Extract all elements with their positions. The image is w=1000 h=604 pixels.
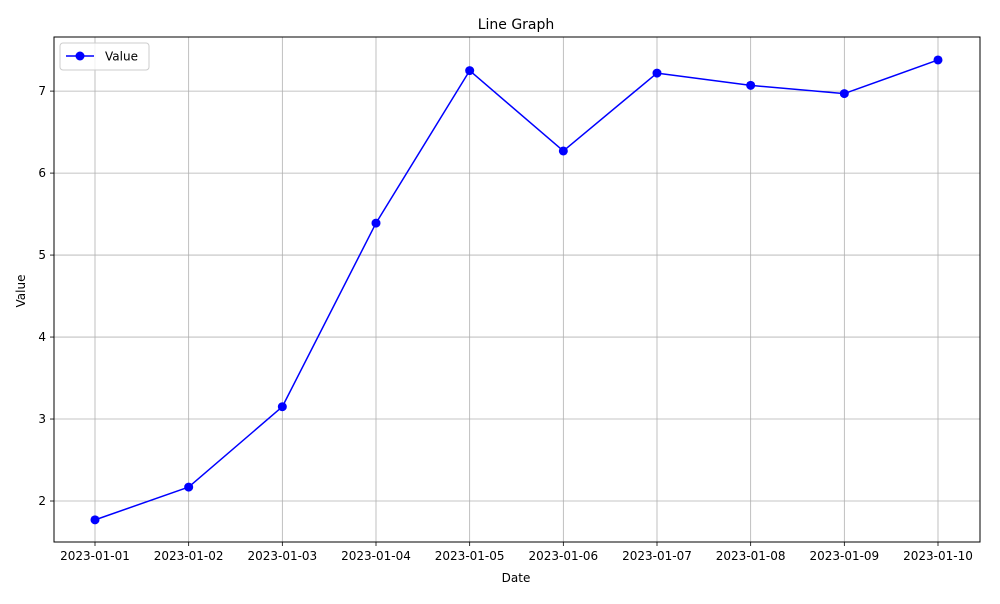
x-tick-label: 2023-01-03 bbox=[247, 549, 317, 563]
data-point bbox=[184, 482, 194, 492]
series-line bbox=[94, 59, 939, 521]
data-point bbox=[933, 55, 943, 65]
y-tick-label: 4 bbox=[38, 330, 46, 344]
data-point bbox=[558, 146, 568, 156]
y-tick-label: 3 bbox=[38, 412, 46, 426]
grid-lines bbox=[54, 37, 980, 542]
y-tick-label: 5 bbox=[38, 248, 46, 262]
y-tick-labels: 2 3 4 5 6 7 bbox=[38, 84, 54, 508]
data-point bbox=[465, 66, 475, 76]
y-tick-label: 7 bbox=[38, 84, 46, 98]
x-tick-label: 2023-01-08 bbox=[716, 549, 786, 563]
data-point bbox=[371, 218, 381, 228]
legend-box bbox=[59, 42, 150, 71]
y-axis-label: Value bbox=[14, 275, 28, 308]
data-point bbox=[652, 68, 662, 78]
x-tick-label: 2023-01-10 bbox=[903, 549, 973, 563]
y-tick-label: 2 bbox=[38, 494, 46, 508]
x-tick-label: 2023-01-07 bbox=[622, 549, 692, 563]
y-tick-label: 6 bbox=[38, 166, 46, 180]
x-tick-label: 2023-01-05 bbox=[435, 549, 505, 563]
x-tick-label: 2023-01-02 bbox=[154, 549, 224, 563]
x-tick-label: 2023-01-09 bbox=[809, 549, 879, 563]
series-layer bbox=[90, 55, 943, 525]
legend-marker-swatch bbox=[75, 51, 85, 61]
data-point bbox=[277, 402, 287, 412]
plot-frame bbox=[53, 36, 981, 543]
x-tick-label: 2023-01-06 bbox=[528, 549, 598, 563]
x-tick-label: 2023-01-04 bbox=[341, 549, 411, 563]
x-axis-label: Date bbox=[502, 571, 531, 585]
data-point bbox=[90, 515, 100, 525]
chart-title: Line Graph bbox=[478, 17, 555, 33]
x-tick-labels: 2023-01-01 2023-01-02 2023-01-03 2023-01-04… bbox=[60, 542, 973, 563]
legend: Value bbox=[59, 42, 150, 71]
data-point bbox=[839, 89, 849, 99]
data-point bbox=[746, 80, 756, 90]
x-tick-label: 2023-01-01 bbox=[60, 549, 130, 563]
legend-label: Value bbox=[105, 50, 138, 64]
